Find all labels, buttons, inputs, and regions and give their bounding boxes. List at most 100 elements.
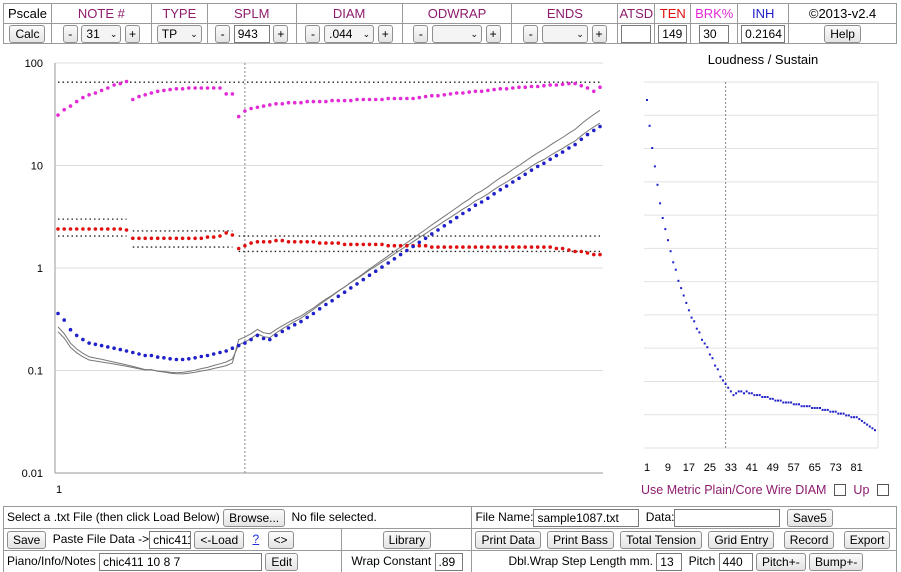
data-point bbox=[579, 83, 584, 88]
data-point bbox=[866, 423, 869, 426]
data-point bbox=[737, 390, 740, 393]
data-point bbox=[567, 146, 571, 150]
grid-entry-button[interactable]: Grid Entry bbox=[708, 530, 775, 549]
print-bass-button[interactable]: Print Bass bbox=[547, 530, 614, 549]
odwrap-select[interactable]: ⌄ bbox=[432, 24, 482, 43]
data-point bbox=[205, 86, 210, 90]
data-point bbox=[361, 242, 366, 247]
data-point bbox=[174, 357, 179, 362]
data-point bbox=[56, 113, 60, 117]
data-point bbox=[659, 202, 662, 205]
data-label: Data: bbox=[645, 509, 675, 524]
data-point bbox=[417, 243, 422, 248]
data-point bbox=[703, 342, 706, 345]
data-point bbox=[777, 399, 779, 402]
data-point bbox=[168, 357, 172, 361]
x-tick-label: 65 bbox=[809, 462, 821, 474]
save-button[interactable]: Save bbox=[7, 530, 47, 549]
splm-plus-button[interactable]: + bbox=[273, 24, 289, 43]
note-plus-button[interactable]: + bbox=[125, 24, 141, 43]
data-point bbox=[255, 240, 260, 244]
type-select[interactable]: TP ⌄ bbox=[156, 24, 202, 43]
data-point bbox=[187, 357, 191, 361]
record-button[interactable]: Record bbox=[783, 530, 835, 549]
data-point bbox=[667, 239, 669, 242]
ends-select[interactable]: ⌄ bbox=[541, 24, 588, 43]
export-button[interactable]: Export bbox=[843, 530, 891, 549]
atsd-input[interactable] bbox=[621, 24, 652, 43]
data-point bbox=[454, 91, 459, 95]
x-tick-label: 81 bbox=[851, 462, 863, 474]
pitch-input[interactable]: 440 bbox=[718, 552, 753, 571]
odwrap-plus-button[interactable]: + bbox=[485, 24, 501, 43]
data-point bbox=[373, 97, 378, 102]
data-point bbox=[317, 99, 322, 104]
splm-minus-button[interactable]: - bbox=[215, 24, 231, 43]
paste-cell: Save Paste File Data -> chic411 <-Load ? … bbox=[2, 528, 343, 551]
ten-input[interactable]: 149 bbox=[658, 24, 688, 43]
total-tension-button[interactable]: Total Tension bbox=[620, 530, 702, 549]
data-point bbox=[813, 407, 816, 409]
help-button[interactable]: Help bbox=[824, 24, 861, 43]
data-point bbox=[542, 83, 546, 88]
ends-plus-button[interactable]: + bbox=[591, 24, 607, 43]
load-button[interactable]: <-Load bbox=[194, 530, 245, 549]
pitch-button[interactable]: Pitch+- bbox=[756, 552, 806, 571]
dbl-wrap-input[interactable]: 13 bbox=[656, 552, 683, 571]
data-point bbox=[701, 338, 703, 341]
odwrap-minus-button[interactable]: - bbox=[413, 24, 429, 43]
diam-select[interactable]: .044 ⌄ bbox=[324, 24, 375, 43]
note-minus-button[interactable]: - bbox=[62, 24, 78, 43]
data-point bbox=[367, 273, 372, 277]
chevron-down-icon: ⌄ bbox=[576, 28, 584, 39]
data-point bbox=[560, 82, 565, 87]
data-point bbox=[743, 392, 745, 395]
splm-input[interactable]: 943 bbox=[233, 24, 270, 43]
notes-label: Piano/Info/Notes bbox=[7, 553, 96, 568]
data-input[interactable] bbox=[674, 508, 781, 527]
data-point bbox=[829, 410, 832, 413]
data-point bbox=[218, 350, 222, 355]
data-point bbox=[292, 240, 297, 244]
data-point bbox=[693, 320, 696, 323]
save5-button[interactable]: Save5 bbox=[786, 508, 833, 527]
wrap-constant-input[interactable]: .89 bbox=[434, 552, 463, 571]
diam-minus-button[interactable]: - bbox=[305, 24, 321, 43]
swap-button[interactable]: <> bbox=[267, 530, 294, 549]
help-link[interactable]: ? bbox=[252, 531, 260, 546]
x-tick-label: 1 bbox=[644, 462, 650, 474]
ends-minus-button[interactable]: - bbox=[523, 24, 539, 43]
inh-input[interactable]: 0.2164 bbox=[741, 24, 786, 43]
data-point bbox=[842, 412, 845, 415]
print-data-button[interactable]: Print Data bbox=[475, 530, 541, 549]
data-point bbox=[292, 100, 297, 105]
edit-button[interactable]: Edit bbox=[265, 552, 299, 571]
data-point bbox=[690, 316, 693, 319]
data-point bbox=[317, 307, 322, 311]
bump-button[interactable]: Bump+- bbox=[809, 552, 864, 571]
data-point bbox=[442, 93, 447, 97]
metric-checkbox[interactable] bbox=[833, 484, 846, 496]
notes-input[interactable]: chic411 10 8 7 bbox=[99, 552, 263, 571]
file-name-input[interactable]: sample1087.txt bbox=[533, 508, 640, 527]
data-point bbox=[787, 401, 790, 404]
note-select[interactable]: 31 ⌄ bbox=[81, 24, 122, 43]
data-point bbox=[748, 392, 751, 395]
up-checkbox[interactable] bbox=[876, 484, 889, 496]
browse-button[interactable]: Browse... bbox=[223, 508, 286, 527]
bottom-table: Select a .txt File (then click Load Belo… bbox=[2, 506, 897, 572]
calc-button[interactable]: Calc bbox=[9, 24, 46, 43]
data-point bbox=[249, 337, 253, 342]
library-button[interactable]: Library bbox=[382, 530, 432, 549]
note-cell: - 31 ⌄ + bbox=[50, 23, 152, 44]
data-point bbox=[821, 408, 824, 411]
data-point bbox=[311, 99, 316, 104]
loudness-chart-svg: 1 9 17 25 33 41 49 57 65 73 81 bbox=[644, 81, 879, 474]
data-point bbox=[286, 240, 291, 244]
data-point bbox=[860, 419, 863, 422]
brk-input[interactable]: 30 bbox=[699, 24, 730, 43]
data-point bbox=[62, 107, 66, 112]
paste-input[interactable]: chic411 bbox=[149, 530, 192, 549]
data-point bbox=[461, 91, 465, 95]
diam-plus-button[interactable]: + bbox=[377, 24, 393, 43]
